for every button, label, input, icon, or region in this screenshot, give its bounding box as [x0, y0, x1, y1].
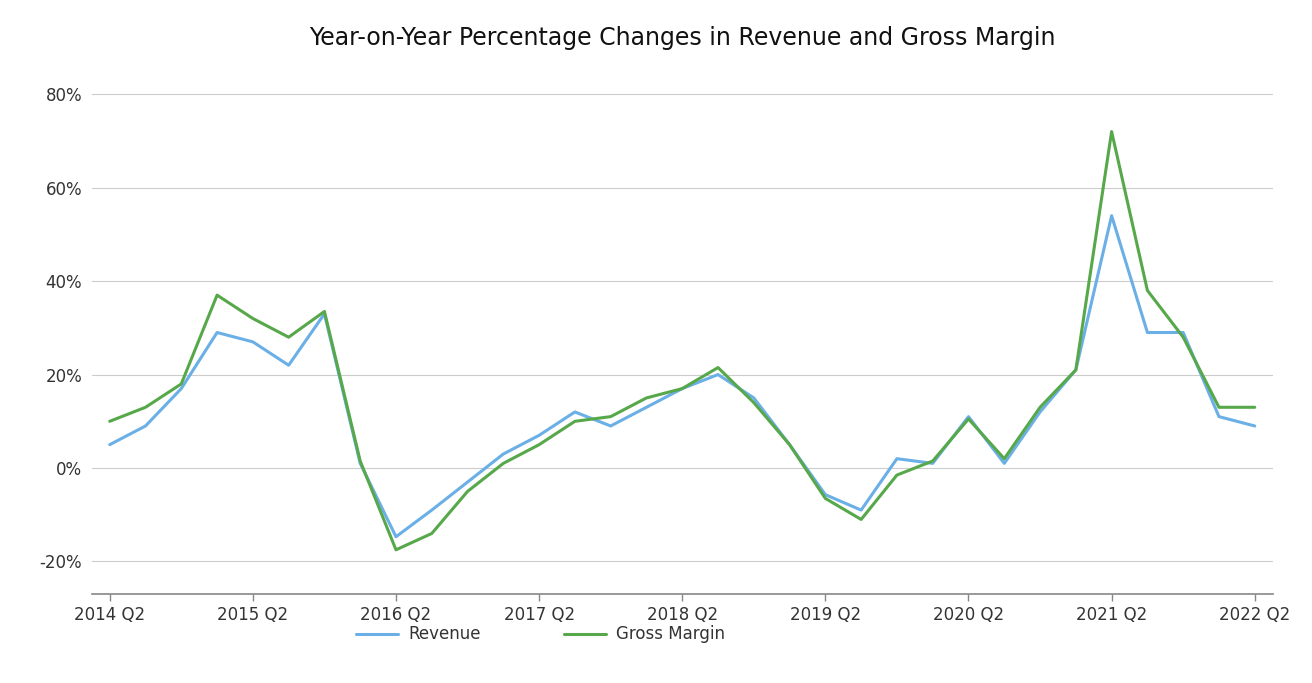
- Revenue: [424, 506, 440, 514]
- Gross Margin: [602, 413, 618, 421]
- Revenue: [1033, 408, 1048, 416]
- Gross Margin: [496, 459, 512, 467]
- Gross Margin: [424, 529, 440, 538]
- Gross Margin: [353, 457, 369, 465]
- Revenue: [138, 422, 154, 430]
- Revenue: [245, 338, 261, 346]
- Gross Margin: [209, 291, 224, 299]
- Revenue: [890, 455, 905, 463]
- Gross Margin: [1068, 366, 1084, 374]
- Revenue: [1140, 329, 1156, 337]
- Revenue: [102, 441, 118, 449]
- Gross Margin: [710, 363, 726, 372]
- Gross Margin: [960, 415, 976, 423]
- Gross Margin: [639, 394, 655, 402]
- Revenue: [173, 385, 189, 393]
- Gross Margin: [1176, 333, 1191, 342]
- Revenue: [996, 459, 1012, 467]
- Gross Margin: [674, 385, 690, 393]
- Revenue: [710, 370, 726, 378]
- Revenue: [1068, 366, 1084, 374]
- Gross Margin: [316, 307, 332, 316]
- Revenue: [531, 431, 547, 439]
- Gross Margin: [1033, 403, 1048, 411]
- Revenue: [925, 459, 941, 467]
- Gross Margin: [567, 417, 583, 426]
- Gross Margin: [782, 441, 798, 449]
- Revenue: [388, 533, 404, 541]
- Revenue: [1103, 212, 1119, 220]
- Revenue: [353, 459, 369, 467]
- Revenue: [782, 441, 798, 449]
- Revenue: [853, 506, 869, 514]
- Revenue: [209, 329, 224, 337]
- Revenue: [316, 309, 332, 318]
- Gross Margin: [388, 546, 404, 554]
- Revenue: [567, 408, 583, 416]
- Gross Margin: [890, 471, 905, 479]
- Revenue: [281, 361, 297, 370]
- Revenue: [960, 413, 976, 421]
- Gross Margin: [173, 380, 189, 388]
- Line: Gross Margin: Gross Margin: [110, 132, 1254, 550]
- Gross Margin: [1246, 403, 1262, 411]
- Gross Margin: [925, 457, 941, 465]
- Revenue: [496, 450, 512, 458]
- Revenue: [817, 490, 833, 499]
- Gross Margin: [281, 333, 297, 342]
- Gross Margin: [853, 516, 869, 524]
- Gross Margin: [747, 398, 762, 406]
- Gross Margin: [138, 403, 154, 411]
- Revenue: [639, 403, 655, 411]
- Revenue: [602, 422, 618, 430]
- Gross Margin: [102, 417, 118, 426]
- Revenue: [1211, 413, 1227, 421]
- Gross Margin: [1140, 286, 1156, 294]
- Line: Revenue: Revenue: [110, 216, 1254, 537]
- Gross Margin: [1211, 403, 1227, 411]
- Gross Margin: [996, 455, 1012, 463]
- Gross Margin: [459, 487, 475, 495]
- Revenue: [1176, 329, 1191, 337]
- Revenue: [1246, 422, 1262, 430]
- Revenue: [459, 478, 475, 486]
- Gross Margin: [531, 441, 547, 449]
- Gross Margin: [245, 314, 261, 322]
- Revenue: [747, 394, 762, 402]
- Gross Margin: [817, 494, 833, 503]
- Revenue: [674, 385, 690, 393]
- Gross Margin: [1103, 128, 1119, 136]
- Title: Year-on-Year Percentage Changes in Revenue and Gross Margin: Year-on-Year Percentage Changes in Reven…: [310, 26, 1055, 50]
- Legend: Revenue, Gross Margin: Revenue, Gross Margin: [350, 619, 731, 650]
